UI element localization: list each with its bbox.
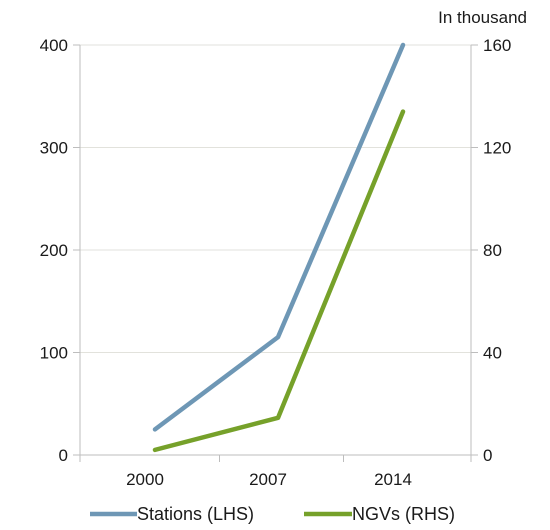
left-tick-label-2: 200 [40, 241, 68, 260]
left-tick-label-4: 400 [40, 36, 68, 55]
x-tick-label-2000: 2000 [126, 470, 164, 489]
series-lines [152, 42, 406, 453]
legend-label-ngvs: NGVs (RHS) [352, 504, 455, 524]
right-axis-ticks: 0 40 80 120 160 [471, 36, 511, 465]
left-tick-label-0: 0 [59, 446, 68, 465]
left-tick-label-3: 300 [40, 139, 68, 158]
right-tick-label-4: 160 [483, 36, 511, 55]
x-tick-label-2007: 2007 [249, 470, 287, 489]
right-tick-label-1: 40 [483, 344, 502, 363]
left-axis-ticks: 0 100 200 300 400 [40, 36, 80, 465]
legend: Stations (LHS) NGVs (RHS) [90, 504, 455, 524]
gridlines [80, 44, 471, 353]
right-tick-label-2: 80 [483, 241, 502, 260]
unit-label: In thousand [438, 8, 527, 27]
x-axis-ticks: 2000 2007 2014 [79, 455, 472, 489]
left-tick-label-1: 100 [40, 344, 68, 363]
series-line-stations [152, 42, 406, 432]
right-tick-label-0: 0 [483, 446, 492, 465]
series-line-ngvs [152, 109, 406, 453]
right-tick-label-3: 120 [483, 139, 511, 158]
x-tick-label-2014: 2014 [374, 470, 412, 489]
legend-label-stations: Stations (LHS) [137, 504, 254, 524]
